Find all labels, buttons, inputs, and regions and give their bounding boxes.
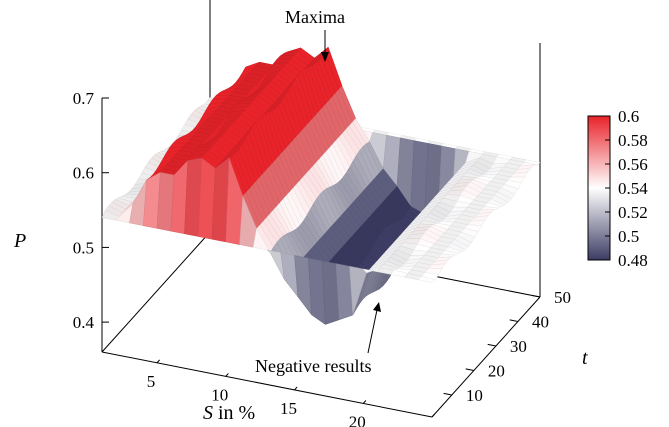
z-tick-label: 0.7 xyxy=(73,89,95,108)
surface-facet xyxy=(417,275,436,283)
x-tick-mark xyxy=(225,373,229,377)
colorbar-tick-label: 0.54 xyxy=(618,179,648,198)
colorbar-tick-label: 0.58 xyxy=(618,131,648,150)
y-axis-ticks: 10 20 30 40 50 xyxy=(443,288,571,405)
colorbar-tick-label: 0.52 xyxy=(618,203,648,222)
y-tick-label: 40 xyxy=(532,312,549,331)
z-tick-label: 0.6 xyxy=(73,164,94,183)
y-tick-label: 10 xyxy=(466,386,483,405)
colorbar-ticks: 0.6 0.58 0.56 0.54 0.52 0.5 0.48 xyxy=(605,107,648,270)
colorbar-tick-label: 0.56 xyxy=(618,155,648,174)
y-axis-label: t xyxy=(582,347,588,369)
x-tick-label: 5 xyxy=(147,372,156,391)
box-edge-front xyxy=(431,296,541,418)
z-axis-ticks: 0.4 0.5 0.6 0.7 xyxy=(73,89,109,332)
surface-plot xyxy=(101,46,541,325)
colorbar-tick-label: 0.48 xyxy=(618,251,648,270)
annotation-negative-arrow xyxy=(367,304,379,354)
x-tick-mark xyxy=(156,359,161,364)
x-tick-label: 10 xyxy=(211,385,228,404)
x-tick-label: 15 xyxy=(280,399,297,418)
y-tick-label: 20 xyxy=(488,361,505,380)
y-tick-label: 30 xyxy=(510,337,527,356)
z-tick-label: 0.4 xyxy=(73,313,95,332)
box-edge-back xyxy=(101,231,211,353)
y-tick-mark xyxy=(443,392,452,396)
x-axis-label: S in % xyxy=(203,402,255,424)
x-tick-label: 20 xyxy=(349,412,366,427)
y-tick-label: 50 xyxy=(554,288,571,307)
x-tick-mark xyxy=(294,386,298,391)
y-tick-mark xyxy=(531,294,541,298)
annotation-negative-arrowhead xyxy=(373,302,381,312)
colorbar-tick-label: 0.6 xyxy=(618,107,639,126)
x-tick-mark xyxy=(362,400,367,404)
y-tick-mark xyxy=(487,343,497,347)
x-tick-mark xyxy=(431,413,436,418)
annotation-maxima: Maxima xyxy=(285,7,345,27)
annotation-maxima-arrowhead xyxy=(321,52,329,62)
colorbar-tick-label: 0.5 xyxy=(618,227,639,246)
x-axis-label-var: S xyxy=(203,402,213,424)
z-tick-label: 0.5 xyxy=(73,238,94,257)
z-axis-label: P xyxy=(13,230,26,252)
y-tick-mark xyxy=(465,368,474,371)
x-axis-label-rest: in % xyxy=(213,402,255,424)
annotation-negative: Negative results xyxy=(255,356,371,376)
y-tick-mark xyxy=(509,319,519,322)
